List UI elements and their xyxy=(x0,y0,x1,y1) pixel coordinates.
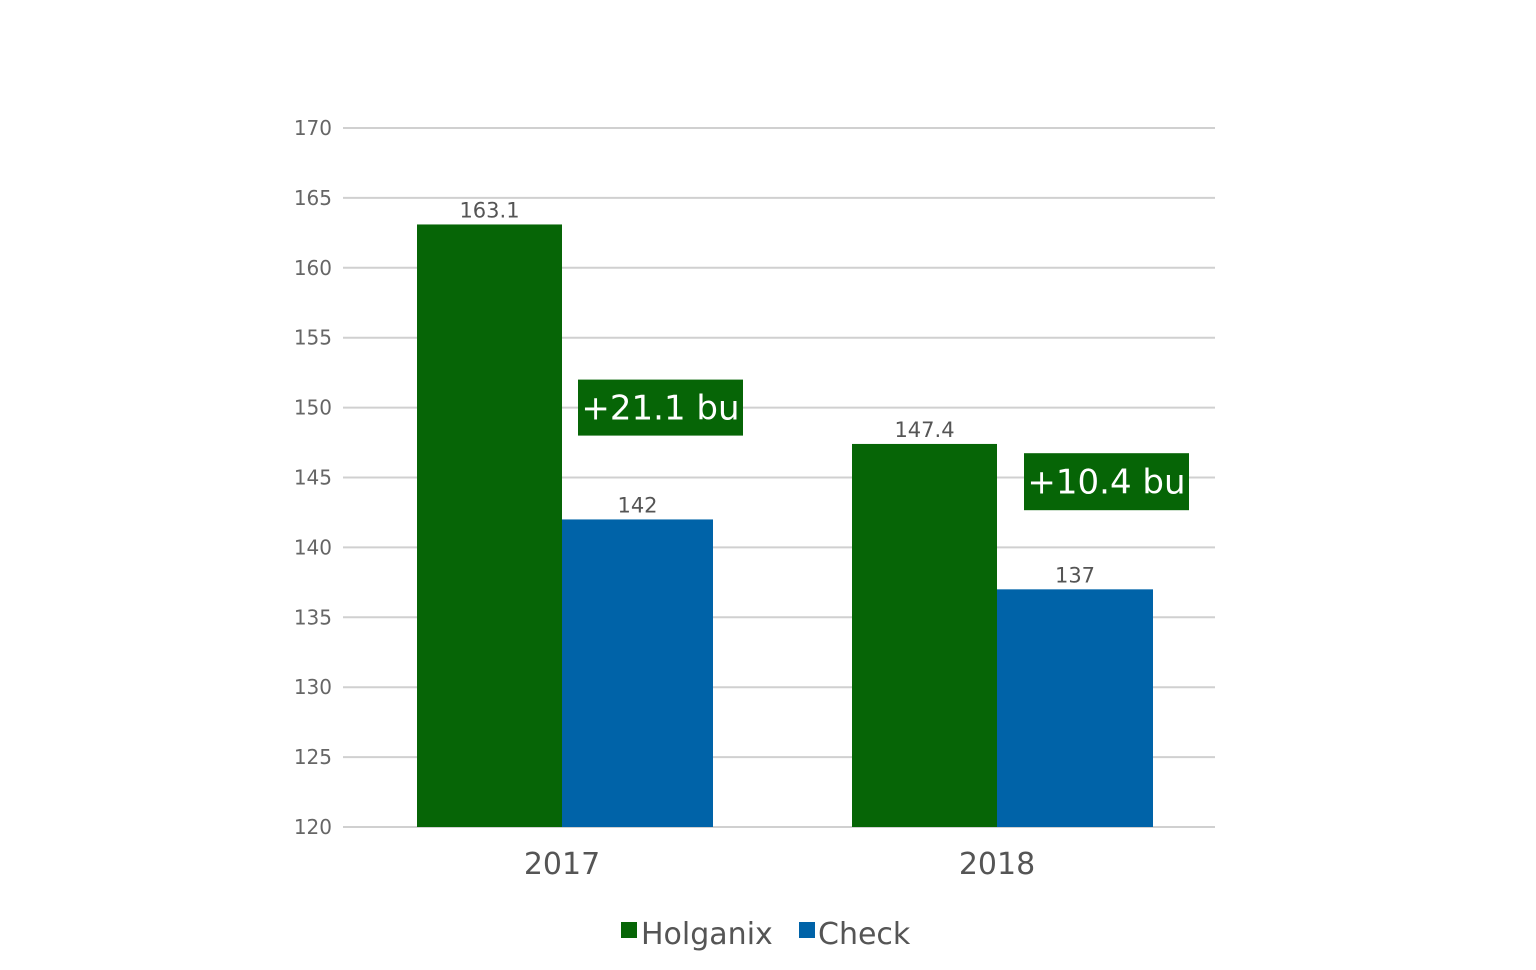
callout-background xyxy=(578,379,743,436)
data-label: 163.1 xyxy=(459,198,519,222)
y-tick-label: 120 xyxy=(294,815,332,839)
legend-item-holganix: Holganix xyxy=(621,917,773,952)
legend-swatch xyxy=(621,922,637,938)
y-tick-label: 130 xyxy=(294,675,332,699)
y-tick-label: 155 xyxy=(294,326,332,350)
legend: Holganix Check xyxy=(621,917,911,952)
bars xyxy=(417,224,1153,827)
legend-label: Holganix xyxy=(641,917,773,952)
y-axis-ticks: 120 125 130 135 140 145 150 155 160 165 170 xyxy=(294,116,332,839)
data-label: 142 xyxy=(617,493,657,517)
y-tick-label: 140 xyxy=(294,535,332,559)
bar-holganix-2017 xyxy=(417,224,562,827)
callout-text: +10.4 bu xyxy=(1027,463,1185,503)
legend-item-check: Check xyxy=(799,917,911,952)
y-tick-label: 150 xyxy=(294,396,332,420)
y-tick-label: 160 xyxy=(294,256,332,280)
legend-label: Check xyxy=(818,917,911,952)
y-tick-label: 170 xyxy=(294,116,332,140)
callout-box: +10.4 bu xyxy=(1024,453,1189,511)
y-tick-label: 135 xyxy=(294,605,332,629)
bar-check-2018 xyxy=(997,589,1153,827)
y-tick-label: 145 xyxy=(294,466,332,490)
x-axis-ticks: 2017 2018 xyxy=(524,847,1035,882)
callout-box: +21.1 bu xyxy=(578,379,743,436)
legend-swatch xyxy=(799,922,815,938)
y-tick-label: 165 xyxy=(294,186,332,210)
bar-check-2017 xyxy=(562,519,713,827)
y-tick-label: 125 xyxy=(294,745,332,769)
data-label: 137 xyxy=(1055,563,1095,587)
callouts: +21.1 bu +10.4 bu xyxy=(578,379,1189,511)
data-label: 147.4 xyxy=(894,418,954,442)
x-tick-label: 2018 xyxy=(959,847,1035,882)
callout-background xyxy=(1024,453,1189,511)
x-tick-label: 2017 xyxy=(524,847,600,882)
bar-holganix-2018 xyxy=(852,443,997,827)
callout-text: +21.1 bu xyxy=(581,389,739,429)
data-labels: 163.1 142 147.4 137 xyxy=(459,198,1095,587)
